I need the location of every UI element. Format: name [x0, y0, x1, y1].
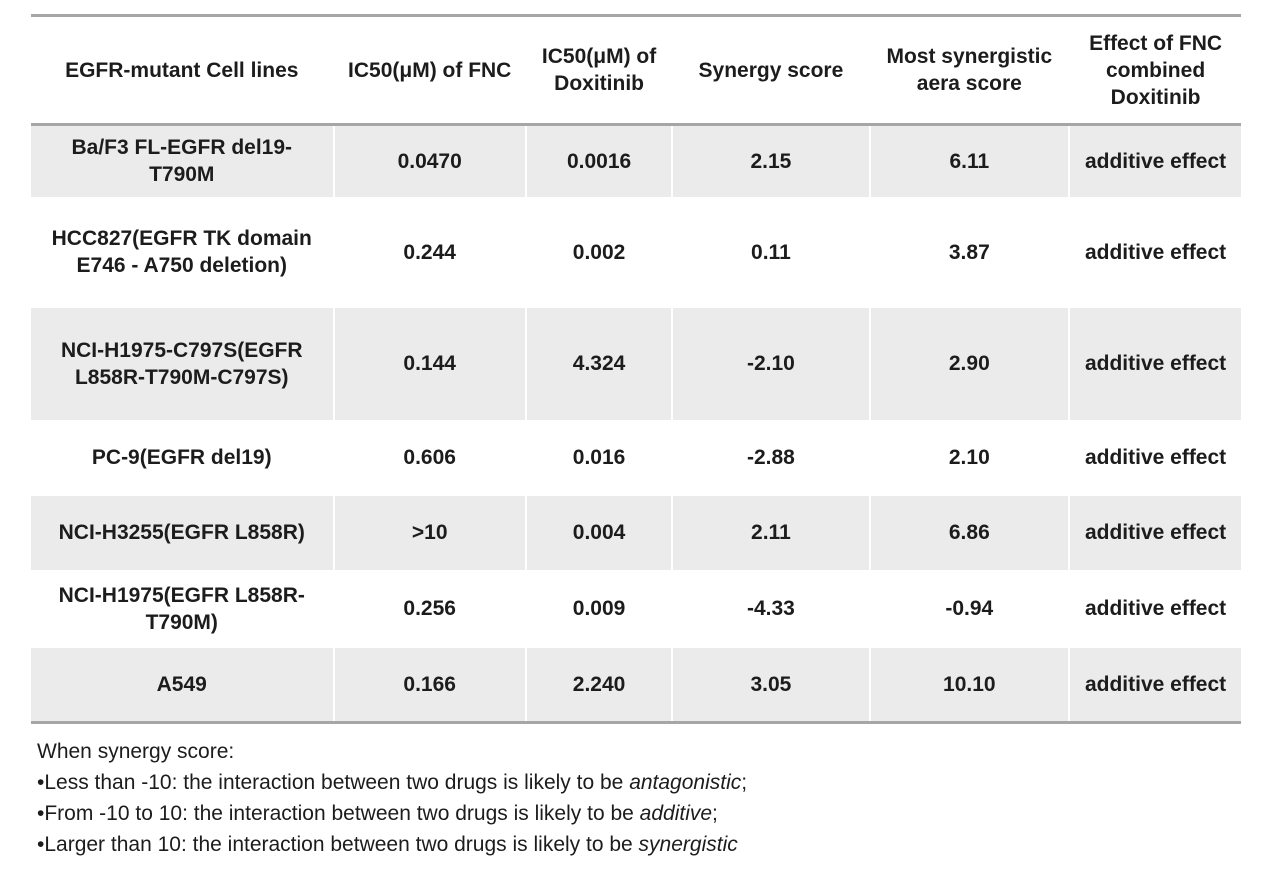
ic50-doxitinib-value: 4.324: [524, 307, 673, 420]
col-header-cell-lines: EGFR-mutant Cell lines: [65, 58, 299, 82]
table-row: NCI-H3255(EGFR L858R) >10 0.004 2.11 6.8…: [31, 495, 1241, 570]
synergy-score-value: -2.88: [671, 419, 870, 496]
ic50-fnc-value: 0.256: [332, 569, 526, 648]
synergy-score-value: 0.11: [671, 196, 870, 308]
effect-value: additive effect: [1068, 124, 1241, 197]
note-italic-term: antagonistic: [629, 771, 742, 794]
ic50-doxitinib-value: 2.240: [524, 647, 673, 723]
synergy-score-value: 2.11: [671, 495, 870, 570]
ic50-doxitinib-value: 0.0016: [524, 124, 673, 197]
ic50-doxitinib-value: 0.016: [524, 419, 673, 496]
col-header-ic50-doxitinib: IC50(μM) of Doxitinib: [524, 15, 673, 125]
ic50-doxitinib-value: 0.004: [524, 495, 673, 570]
synergy-score-value: -4.33: [671, 569, 870, 648]
cell-line-name: NCI-H3255(EGFR L858R): [31, 495, 334, 570]
col-header-most-synergistic-area: Most synergistic aera score: [868, 15, 1070, 125]
note-text: •From -10 to 10: the interaction between…: [37, 802, 640, 825]
table-row: HCC827(EGFR TK domain E746 - A750 deleti…: [31, 196, 1241, 308]
cell-line-name: HCC827(EGFR TK domain E746 - A750 deleti…: [51, 227, 312, 277]
synergy-score-value: 2.15: [671, 124, 870, 197]
most-synergistic-area-value: 6.11: [868, 124, 1070, 197]
ic50-fnc-value: 0.0470: [332, 124, 526, 197]
note-suffix: ;: [741, 771, 748, 794]
effect-value: additive effect: [1068, 647, 1241, 723]
ic50-fnc-value: 0.144: [332, 307, 526, 420]
cell-line-name: Ba/F3 FL-EGFR del19-T790M: [31, 124, 334, 197]
cell-line-name: NCI-H1975(EGFR L858R-T790M): [58, 583, 305, 634]
notes-intro: When synergy score:: [37, 740, 235, 763]
note-suffix: ;: [712, 802, 718, 825]
note-text: •Larger than 10: the interaction between…: [37, 833, 639, 856]
effect-value: additive effect: [1068, 196, 1241, 308]
table-row: PC-9(EGFR del19) 0.606 0.016 -2.88 2.10 …: [31, 419, 1241, 496]
effect-value: additive effect: [1068, 569, 1241, 648]
table-container: EGFR-mutant Cell lines IC50(μM) of FNC I…: [31, 14, 1241, 724]
note-text: •Less than -10: the interaction between …: [37, 771, 630, 794]
col-header-ic50-fnc: IC50(μM) of FNC: [332, 15, 526, 125]
note-bullet-antagonistic: •Less than -10: the interaction between …: [37, 767, 1241, 798]
effect-value: additive effect: [1068, 495, 1241, 570]
cell-line-name: NCI-H1975-C797S(EGFR L858R-T790M-C797S): [31, 307, 334, 420]
note-bullet-additive: •From -10 to 10: the interaction between…: [37, 798, 1241, 829]
cell-line-name: PC-9(EGFR del19): [91, 446, 272, 469]
most-synergistic-area-value: 6.86: [868, 495, 1070, 570]
ic50-fnc-value: 0.606: [332, 419, 526, 496]
ic50-doxitinib-value: 0.009: [524, 569, 673, 648]
synergy-score-value: -2.10: [671, 307, 870, 420]
header-row: EGFR-mutant Cell lines IC50(μM) of FNC I…: [31, 15, 1241, 125]
ic50-fnc-value: 0.244: [332, 196, 526, 308]
effect-value: additive effect: [1068, 307, 1241, 420]
synergy-score-notes: When synergy score: •Less than -10: the …: [37, 736, 1241, 860]
most-synergistic-area-value: -0.94: [868, 569, 1070, 648]
col-header-effect-combined: Effect of FNC combined Doxitinib: [1068, 15, 1241, 125]
table-row: A549 0.166 2.240 3.05 10.10 additive eff…: [31, 647, 1241, 723]
most-synergistic-area-value: 10.10: [868, 647, 1070, 723]
col-header-synergy-score: Synergy score: [671, 15, 870, 125]
cell-line-name: A549: [31, 647, 334, 723]
ic50-fnc-value: 0.166: [332, 647, 526, 723]
note-italic-term: additive: [639, 802, 713, 825]
effect-value: additive effect: [1068, 419, 1241, 496]
synergy-results-table: EGFR-mutant Cell lines IC50(μM) of FNC I…: [31, 14, 1241, 724]
table-row: NCI-H1975-C797S(EGFR L858R-T790M-C797S) …: [31, 307, 1241, 420]
ic50-fnc-value: >10: [332, 495, 526, 570]
ic50-doxitinib-value: 0.002: [524, 196, 673, 308]
most-synergistic-area-value: 2.90: [868, 307, 1070, 420]
note-bullet-synergistic: •Larger than 10: the interaction between…: [37, 829, 1241, 860]
table-row: NCI-H1975(EGFR L858R-T790M) 0.256 0.009 …: [31, 569, 1241, 648]
note-italic-term: synergistic: [638, 833, 738, 856]
synergy-score-value: 3.05: [671, 647, 870, 723]
most-synergistic-area-value: 3.87: [868, 196, 1070, 308]
most-synergistic-area-value: 2.10: [868, 419, 1070, 496]
table-row: Ba/F3 FL-EGFR del19-T790M 0.0470 0.0016 …: [31, 124, 1241, 197]
slide: EGFR-mutant Cell lines IC50(μM) of FNC I…: [0, 14, 1268, 887]
